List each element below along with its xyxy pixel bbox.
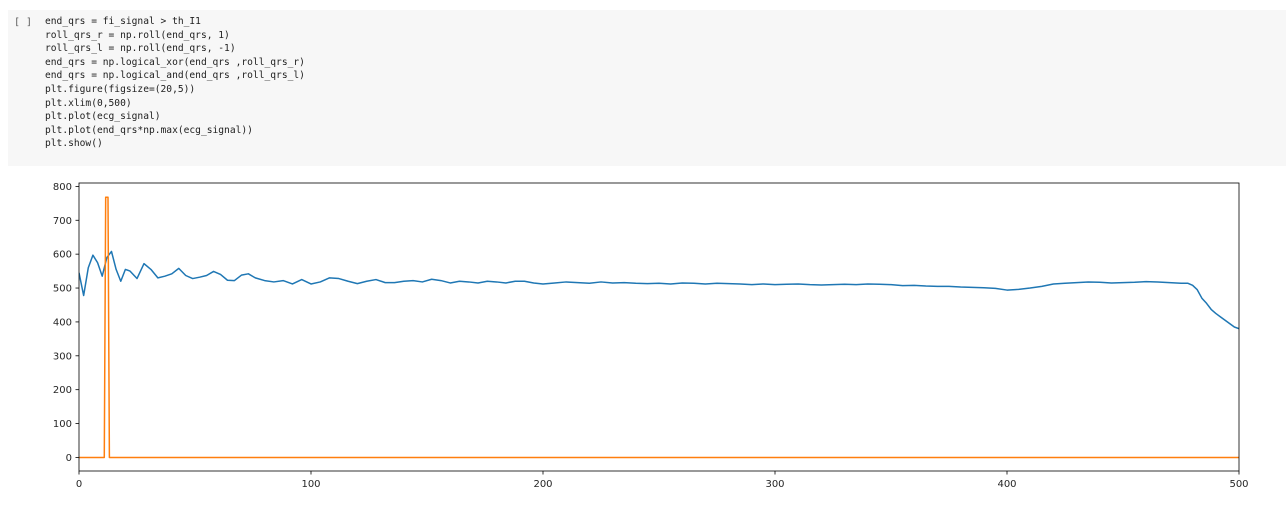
- y-tick-label: 200: [53, 385, 72, 396]
- y-tick-label: 100: [53, 419, 72, 430]
- cell-output: 0 100 200 300 400 500 0 100 200 300 400 500 600 700 80…: [0, 170, 1288, 508]
- code-line: end_qrs = np.logical_and(end_qrs ,roll_q…: [45, 70, 305, 82]
- x-tick-label: 0: [76, 479, 82, 490]
- code-line: plt.xlim(0,500): [45, 97, 132, 109]
- y-tick-label: 400: [53, 317, 72, 328]
- code-line: end_qrs = np.logical_xor(end_qrs ,roll_q…: [45, 56, 305, 68]
- y-tick-label: 800: [53, 182, 72, 193]
- series-2-line: [79, 196, 1239, 459]
- y-tick-label: 600: [53, 250, 72, 261]
- code-line: end_qrs = fi_signal > th_I1: [45, 16, 201, 27]
- code-line: roll_qrs_l = np.roll(end_qrs, -1): [45, 43, 236, 55]
- x-tick-label: 100: [301, 479, 320, 490]
- x-tick-label: 500: [1229, 479, 1248, 490]
- cell-prompt[interactable]: [ ]: [14, 17, 33, 28]
- code-line: plt.show(): [45, 138, 103, 150]
- series-1-line: [79, 250, 1239, 330]
- y-tick-label: 300: [53, 351, 72, 362]
- code-line: plt.plot(end_qrs*np.max(ecg_signal)): [45, 124, 253, 136]
- x-tick-label: 300: [765, 479, 784, 490]
- code-line: roll_qrs_r = np.roll(end_qrs, 1): [45, 29, 230, 41]
- y-tick-label: 0: [66, 453, 72, 464]
- code-cell[interactable]: [ ] end_qrs = fi_signal > th_I1 roll_qrs…: [8, 10, 1286, 166]
- code-line: plt.figure(figsize=(20,5)): [45, 83, 196, 95]
- y-tick-label: 500: [53, 284, 72, 295]
- ecg-line-chart: 0 100 200 300 400 500 0 100 200 300 400 500 600 700 80…: [53, 182, 1249, 490]
- plot-frame: [78, 182, 1240, 472]
- x-tick-label: 200: [533, 479, 552, 490]
- code-editor[interactable]: end_qrs = fi_signal > th_I1 roll_qrs_r =…: [45, 15, 305, 151]
- code-line: plt.plot(ecg_signal): [45, 111, 161, 123]
- y-tick-label: 700: [53, 216, 72, 227]
- x-tick-label: 400: [997, 479, 1016, 490]
